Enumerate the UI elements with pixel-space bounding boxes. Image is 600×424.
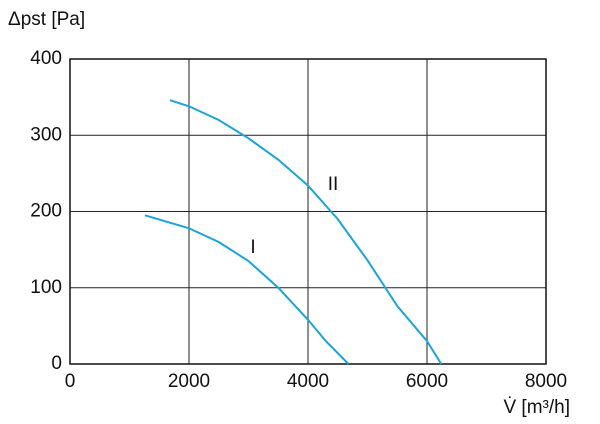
x-axis-label: V̇ [m³/h]: [503, 397, 570, 418]
curve: [169, 99, 443, 365]
y-tick-label: 0: [51, 353, 62, 374]
x-tick-label: 2000: [168, 371, 210, 392]
curve-label: II: [328, 174, 339, 195]
y-tick-label: 200: [30, 201, 62, 222]
x-tick-label: 6000: [406, 371, 448, 392]
y-tick-label: 100: [30, 277, 62, 298]
x-tick-label: 4000: [287, 371, 329, 392]
curve-label: I: [250, 237, 255, 258]
x-tick-label: 0: [65, 371, 76, 392]
y-tick-label: 300: [30, 124, 62, 145]
plot-frame: [69, 58, 547, 365]
x-tick-label: 8000: [525, 371, 567, 392]
y-tick-label: 400: [30, 48, 62, 69]
y-axis-label: Δpst [Pa]: [8, 9, 85, 30]
curve: [144, 214, 350, 365]
